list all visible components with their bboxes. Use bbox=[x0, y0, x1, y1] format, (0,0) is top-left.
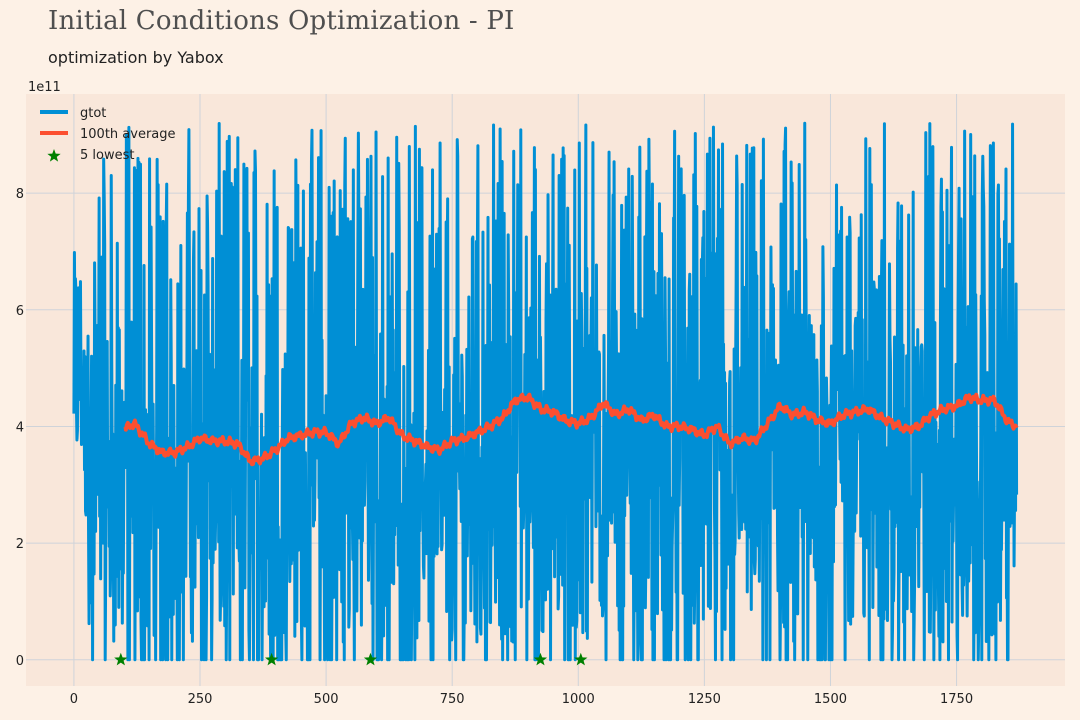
gtot-line bbox=[72, 121, 1019, 662]
chart-title: Initial Conditions Optimization - PI bbox=[48, 6, 515, 36]
y-tick-label: 0 bbox=[16, 654, 24, 669]
x-tick-label: 1250 bbox=[688, 692, 721, 707]
axis-ticks: 0 250 500 750 1000 1250 1500 1750 0 2 4 6 8 bbox=[16, 187, 973, 707]
x-tick-label: 0 bbox=[70, 692, 78, 707]
x-tick-label: 1000 bbox=[562, 692, 595, 707]
y-tick-label: 6 bbox=[16, 304, 24, 319]
y-tick-label: 4 bbox=[16, 420, 24, 435]
y-tick-label: 8 bbox=[16, 187, 24, 202]
lowest-point-star bbox=[264, 652, 279, 666]
lowest-point-star bbox=[533, 652, 548, 666]
legend: gtot 100th average 5 lowest bbox=[40, 106, 176, 163]
lowest-point-star bbox=[363, 652, 378, 666]
lowest-point-star bbox=[574, 652, 588, 666]
y-tick-label: 2 bbox=[16, 537, 24, 552]
legend-label: gtot bbox=[80, 106, 106, 121]
x-tick-label: 1750 bbox=[940, 692, 973, 707]
lowest-point-star bbox=[114, 652, 128, 666]
chart-subtitle: optimization by Yabox bbox=[48, 48, 224, 67]
legend-star-icon bbox=[47, 149, 61, 162]
average-line bbox=[122, 392, 1019, 467]
legend-label: 100th average bbox=[80, 127, 176, 142]
series-5-lowest bbox=[114, 652, 588, 666]
x-tick-label: 750 bbox=[440, 692, 465, 707]
series-100th-average bbox=[122, 392, 1019, 467]
y-offset-label: 1e11 bbox=[28, 80, 61, 95]
x-tick-label: 500 bbox=[314, 692, 339, 707]
x-tick-label: 250 bbox=[188, 692, 213, 707]
series-gtot bbox=[72, 121, 1019, 662]
x-tick-label: 1500 bbox=[814, 692, 847, 707]
legend-label: 5 lowest bbox=[80, 148, 134, 163]
